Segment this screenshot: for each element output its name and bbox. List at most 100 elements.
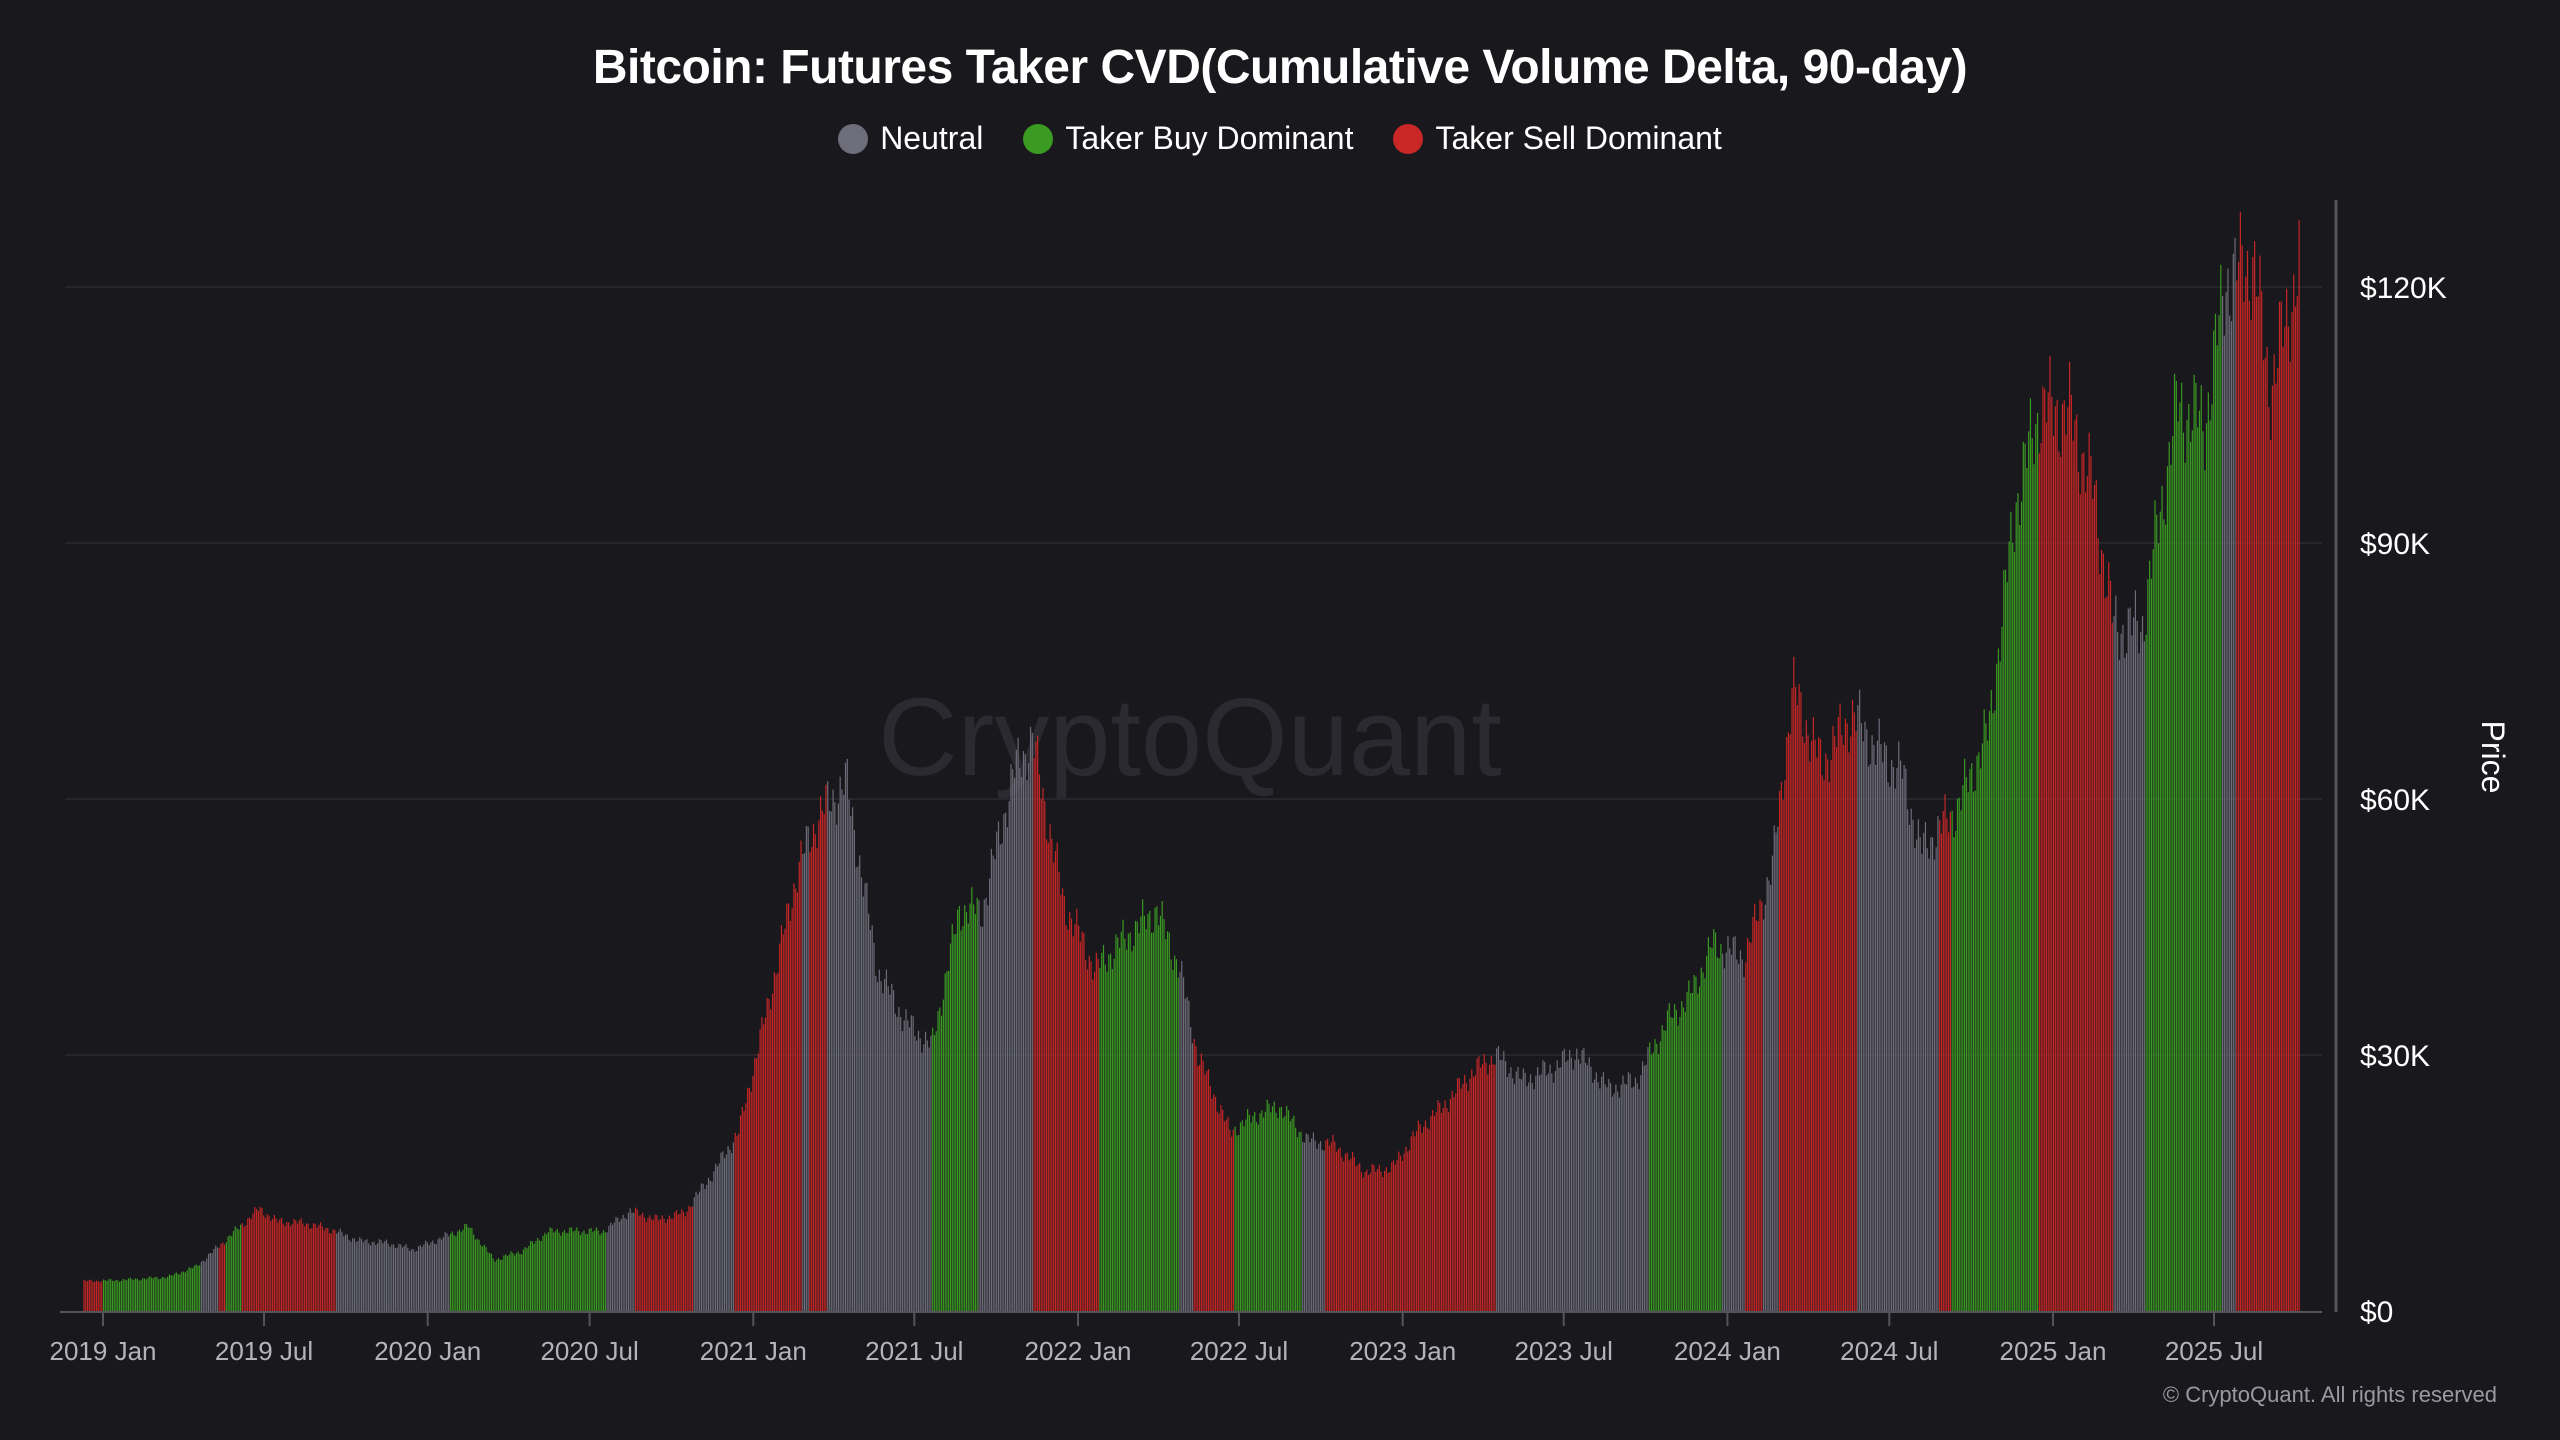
price-bar xyxy=(1841,735,1843,1311)
price-bar xyxy=(1343,1161,1345,1311)
price-bar xyxy=(990,848,992,1311)
price-bar xyxy=(688,1205,690,1311)
price-bar xyxy=(1585,1062,1587,1311)
price-bar xyxy=(2074,420,2076,1311)
price-bar xyxy=(1812,717,1814,1311)
price-bar xyxy=(1364,1172,1366,1311)
price-bar xyxy=(2225,292,2227,1311)
price-bar xyxy=(1690,993,1692,1311)
price-bar xyxy=(690,1207,692,1311)
price-bar xyxy=(1586,1065,1589,1311)
price-bar xyxy=(1255,1122,1258,1311)
price-bar xyxy=(1147,913,1149,1311)
price-bar xyxy=(1400,1155,1402,1311)
price-bar xyxy=(1094,971,1096,1311)
price-bar xyxy=(1005,812,1007,1311)
price-bar xyxy=(1645,1064,1647,1311)
price-bar xyxy=(1677,1025,1679,1311)
price-bar xyxy=(844,762,847,1311)
price-bar xyxy=(398,1243,400,1311)
price-bar xyxy=(542,1235,544,1311)
price-bar xyxy=(585,1233,587,1311)
price-bar xyxy=(1907,809,1909,1311)
price-bar xyxy=(266,1214,268,1311)
price-bar xyxy=(97,1281,99,1311)
price-bar xyxy=(2161,485,2163,1311)
price-bar xyxy=(1334,1141,1336,1311)
price-bar xyxy=(780,925,783,1311)
price-bar xyxy=(430,1242,432,1311)
price-bar xyxy=(1670,1017,1672,1311)
price-bar xyxy=(522,1249,525,1311)
price-bar xyxy=(288,1222,290,1311)
price-bar xyxy=(1305,1133,1307,1311)
price-bar xyxy=(570,1227,573,1311)
price-bar xyxy=(631,1212,633,1311)
price-bar xyxy=(1118,947,1121,1311)
price-bar xyxy=(971,887,973,1311)
price-bar xyxy=(2252,256,2254,1311)
legend-item-buy[interactable]: Taker Buy Dominant xyxy=(1023,120,1353,157)
price-bar xyxy=(1695,976,1697,1311)
price-bar xyxy=(272,1218,274,1311)
price-bar xyxy=(2149,560,2151,1311)
price-bar xyxy=(1992,713,1994,1311)
price-bar xyxy=(634,1207,637,1311)
legend-item-sell[interactable]: Taker Sell Dominant xyxy=(1393,120,1722,157)
price-bar xyxy=(919,1038,921,1311)
price-bar xyxy=(234,1226,236,1311)
price-bar xyxy=(344,1234,347,1311)
price-bar xyxy=(578,1231,580,1311)
price-bar xyxy=(764,1017,767,1311)
price-bar xyxy=(1579,1063,1581,1311)
price-bar xyxy=(1972,791,1975,1311)
price-bar xyxy=(1908,824,1911,1311)
price-bar xyxy=(757,1053,759,1311)
price-bar xyxy=(1339,1147,1341,1311)
price-bar xyxy=(574,1230,576,1311)
price-bar xyxy=(702,1183,704,1311)
price-bar xyxy=(665,1222,667,1311)
price-bar xyxy=(1044,801,1046,1311)
price-bar xyxy=(843,794,845,1311)
x-tick-label: 2024 Jan xyxy=(1674,1336,1781,1366)
price-bar xyxy=(1814,739,1816,1311)
price-bar xyxy=(722,1151,724,1311)
price-bar xyxy=(1277,1118,1279,1311)
price-bar xyxy=(1937,816,1939,1311)
price-bar xyxy=(448,1236,450,1311)
price-bar xyxy=(907,1020,909,1311)
price-bar xyxy=(149,1276,151,1311)
price-bar xyxy=(1323,1150,1325,1311)
price-bar xyxy=(83,1279,85,1311)
price-bar xyxy=(1382,1177,1384,1311)
price-bar xyxy=(2188,403,2190,1311)
price-bar xyxy=(401,1247,404,1311)
price-bar xyxy=(805,826,807,1311)
price-bar xyxy=(1428,1129,1430,1311)
legend-item-neutral[interactable]: Neutral xyxy=(838,120,983,157)
price-bar xyxy=(1583,1047,1585,1311)
price-bar xyxy=(1593,1079,1596,1311)
price-bar xyxy=(1367,1175,1370,1311)
price-bar xyxy=(1736,959,1738,1311)
price-bar xyxy=(172,1275,174,1311)
price-bar xyxy=(1835,747,1838,1311)
price-bar xyxy=(1375,1171,1377,1311)
price-bar xyxy=(1312,1132,1315,1311)
price-bar xyxy=(1049,824,1051,1311)
price-bar xyxy=(2099,574,2101,1311)
price-bar xyxy=(111,1280,114,1311)
legend-dot-neutral-icon xyxy=(838,123,869,154)
price-bar xyxy=(1809,761,1811,1311)
price-bar xyxy=(812,823,815,1311)
price-bar xyxy=(633,1212,635,1311)
price-bar xyxy=(932,1027,934,1311)
price-bar xyxy=(1067,929,1069,1311)
price-bar xyxy=(1535,1075,1537,1311)
price-bar xyxy=(1156,906,1158,1311)
price-bar xyxy=(1106,971,1108,1311)
price-bar xyxy=(1309,1142,1311,1311)
price-bar xyxy=(1732,937,1734,1311)
price-bar xyxy=(1778,790,1781,1311)
